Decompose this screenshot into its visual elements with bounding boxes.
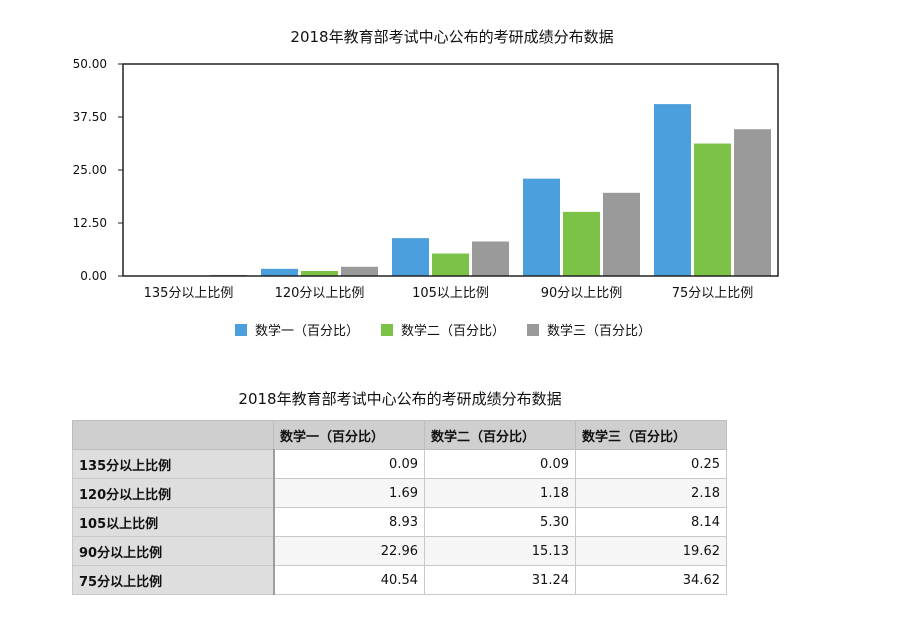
x-tick-label: 120分以上比例 — [275, 286, 365, 301]
y-tick-label: 50.00 — [73, 57, 107, 71]
bar-series-2-cat-5 — [694, 143, 731, 276]
column-header: 数学二（百分比） — [424, 420, 576, 450]
legend-swatch — [235, 323, 247, 336]
table-row: 120分以上比例 1.69 1.18 2.18 — [72, 478, 727, 508]
x-tick-label: 105以上比例 — [412, 286, 489, 301]
bar-series-3-cat-2 — [341, 266, 378, 276]
legend-swatch — [381, 323, 394, 336]
y-tick-label: 25.00 — [73, 163, 107, 177]
row-header: 75分以上比例 — [72, 565, 275, 595]
bar-series-3-cat-5 — [734, 129, 771, 276]
bars-group — [130, 104, 771, 276]
legend-item-series-2: 数学二（百分比） — [381, 320, 505, 339]
bar-chart: 2018年教育部考试中心公布的考研成绩分布数据 0.00 12.50 25.00 37… — [73, 28, 779, 301]
table-cell: 0.25 — [575, 449, 727, 479]
y-tick-label: 12.50 — [73, 216, 107, 230]
bar-series-2-cat-3 — [432, 253, 469, 276]
bar-series-2-cat-4 — [563, 211, 600, 276]
legend-item-series-3: 数学三（百分比） — [527, 320, 651, 339]
row-header: 105以上比例 — [72, 507, 275, 537]
bar-series-1-cat-3 — [392, 238, 429, 276]
bar-series-1-cat-4 — [523, 178, 560, 276]
row-header: 120分以上比例 — [72, 478, 275, 508]
x-axis: 135分以上比例 120分以上比例 105以上比例 90分以上比例 75分以上比例 — [144, 286, 754, 301]
table-cell: 8.14 — [575, 507, 727, 537]
bar-series-1-cat-5 — [654, 104, 691, 276]
table-cell: 1.69 — [273, 478, 425, 508]
table-cell: 1.18 — [424, 478, 576, 508]
column-header: 数学一（百分比） — [273, 420, 425, 450]
bar-series-3-cat-4 — [603, 192, 640, 276]
legend-item-series-1: 数学一（百分比） — [235, 320, 359, 339]
table-title: 2018年教育部考试中心公布的考研成绩分布数据 — [238, 390, 562, 408]
table-cell: 0.09 — [424, 449, 576, 479]
x-tick-label: 90分以上比例 — [541, 286, 623, 301]
bar-series-2-cat-2 — [301, 270, 338, 276]
bar-series-1-cat-2 — [261, 268, 298, 276]
table-cell: 2.18 — [575, 478, 727, 508]
table-cell: 40.54 — [273, 565, 425, 595]
data-table: 数学一（百分比） 数学二（百分比） 数学三（百分比） 135分以上比例 0.09… — [72, 420, 727, 595]
table-corner-cell — [72, 420, 274, 450]
table-cell: 19.62 — [575, 536, 727, 566]
y-tick-label: 0.00 — [80, 269, 107, 283]
table-cell: 15.13 — [424, 536, 576, 566]
table-row: 75分以上比例 40.54 31.24 34.62 — [72, 565, 727, 595]
y-tick-label: 37.50 — [73, 110, 107, 124]
table-cell: 31.24 — [424, 565, 576, 595]
table-cell: 22.96 — [273, 536, 425, 566]
chart-legend: 数学一（百分比） 数学二（百分比） 数学三（百分比） — [235, 320, 651, 339]
x-tick-label: 135分以上比例 — [144, 286, 234, 301]
legend-swatch — [527, 323, 540, 336]
table-row: 135分以上比例 0.09 0.09 0.25 — [72, 449, 727, 479]
legend-label: 数学三（百分比） — [547, 324, 652, 339]
bar-series-3-cat-3 — [472, 241, 509, 276]
legend-label: 数学二（百分比） — [401, 324, 506, 339]
plot-frame — [122, 63, 779, 277]
table-cell: 8.93 — [273, 507, 425, 537]
chart-title: 2018年教育部考试中心公布的考研成绩分布数据 — [290, 28, 613, 46]
column-header: 数学三（百分比） — [575, 420, 727, 450]
legend-label: 数学一（百分比） — [255, 324, 360, 339]
y-axis: 0.00 12.50 25.00 37.50 50.00 — [73, 57, 123, 283]
table-header-row: 数学一（百分比） 数学二（百分比） 数学三（百分比） — [72, 420, 727, 450]
table-cell: 5.30 — [424, 507, 576, 537]
x-tick-label: 75分以上比例 — [672, 286, 754, 301]
table-cell: 34.62 — [575, 565, 727, 595]
table-row: 90分以上比例 22.96 15.13 19.62 — [72, 536, 727, 566]
row-header: 90分以上比例 — [72, 536, 275, 566]
row-header: 135分以上比例 — [72, 449, 275, 479]
table-row: 105以上比例 8.93 5.30 8.14 — [72, 507, 727, 537]
table-cell: 0.09 — [273, 449, 425, 479]
